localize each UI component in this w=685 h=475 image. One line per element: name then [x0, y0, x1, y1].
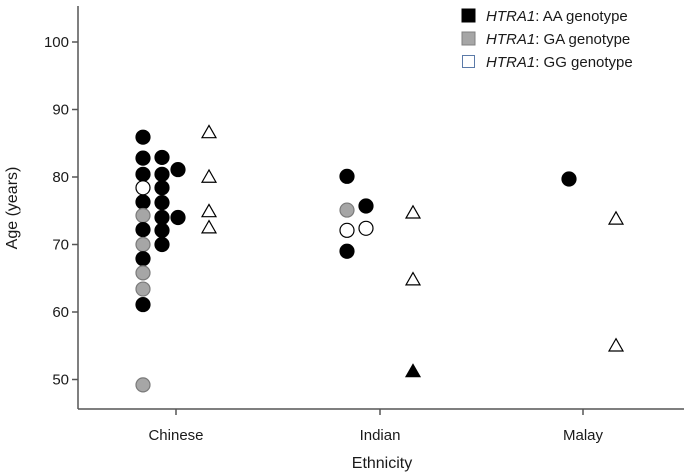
point-malay-aa-circle	[561, 171, 577, 187]
point-indian-aa-circle	[339, 168, 355, 184]
y-tick-label: 90	[52, 102, 69, 119]
y-tick-label: 70	[52, 237, 69, 254]
legend-swatch-gg	[462, 55, 475, 68]
point-chinese-aa-circle	[135, 194, 151, 210]
point-chinese-gg-triangle	[200, 219, 218, 234]
legend-item-gg: HTRA1: GG genotype	[462, 54, 633, 71]
y-tick-label: 80	[52, 169, 69, 186]
legend-label-aa: : AA genotype	[535, 8, 628, 25]
legend-label-ga: : GA genotype	[535, 31, 630, 48]
point-chinese-aa-circle	[154, 149, 170, 166]
point-indian-aa-circle	[339, 243, 355, 259]
point-chinese-aa-circle	[135, 150, 151, 166]
legend-swatch-aa	[461, 8, 476, 23]
y-axis-title: Age (years)	[4, 167, 21, 250]
legend-swatch-ga	[461, 31, 476, 46]
x-axis-title: Ethnicity	[352, 455, 412, 472]
svg-text:HTRA1: GG genotype: HTRA1: GG genotype	[486, 54, 633, 71]
legend: HTRA1: AA genotype HTRA1: GA genotype HT…	[461, 8, 633, 71]
x-tick-label-indian: Indian	[360, 427, 401, 444]
y-tick-label: 60	[52, 304, 69, 321]
svg-text:HTRA1: GA genotype: HTRA1: GA genotype	[486, 31, 630, 48]
point-indian-gg-triangle	[404, 271, 422, 286]
point-chinese-aa-circle	[135, 296, 151, 313]
point-indian-gg-circle	[339, 222, 355, 238]
legend-item-ga: HTRA1: GA genotype	[461, 31, 630, 48]
point-chinese-ga-circle	[135, 265, 151, 281]
point-indian-gg-circle	[358, 220, 374, 236]
point-indian-gg-triangle	[404, 204, 422, 219]
x-tick-label-malay: Malay	[563, 427, 604, 444]
y-ticks: 50 60 70 80 90 100	[44, 34, 78, 389]
legend-gene-gg: HTRA1	[486, 54, 535, 71]
data-points	[135, 124, 625, 393]
y-tick-label: 100	[44, 34, 69, 51]
point-indian-ga-circle	[339, 202, 355, 218]
point-chinese-gg-triangle	[200, 168, 218, 183]
point-chinese-gg-circle	[135, 180, 151, 196]
point-chinese-aa-circle	[135, 129, 151, 145]
point-chinese-aa-circle	[135, 166, 151, 182]
point-chinese-aa-circle	[154, 166, 170, 182]
legend-item-aa: HTRA1: AA genotype	[461, 8, 628, 25]
point-chinese-aa-circle	[154, 180, 170, 196]
point-chinese-aa-circle	[170, 209, 186, 226]
point-chinese-aa-circle	[135, 222, 151, 238]
x-tick-label-chinese: Chinese	[148, 427, 203, 444]
point-chinese-aa-circle	[170, 161, 186, 178]
point-chinese-ga-circle	[135, 236, 151, 253]
x-ticks: Chinese Indian Malay	[148, 409, 604, 444]
point-chinese-aa-circle	[154, 195, 170, 211]
point-chinese-gg-triangle	[200, 203, 218, 218]
y-tick-label: 50	[52, 372, 69, 389]
svg-text:HTRA1: AA genotype: HTRA1: AA genotype	[486, 8, 628, 25]
point-chinese-aa-circle	[154, 222, 170, 238]
point-chinese-ga-circle	[135, 207, 151, 224]
legend-gene-aa: HTRA1	[486, 8, 535, 25]
point-malay-gg-triangle	[607, 210, 625, 225]
legend-gene-ga: HTRA1	[486, 31, 535, 48]
point-chinese-aa-circle	[154, 209, 170, 226]
point-chinese-gg-triangle	[200, 124, 218, 139]
point-malay-gg-triangle	[607, 337, 625, 352]
point-chinese-aa-circle	[135, 251, 151, 267]
legend-label-gg: : GG genotype	[535, 54, 633, 71]
point-chinese-aa-circle	[154, 236, 170, 253]
point-indian-aa-triangle	[404, 363, 422, 378]
point-chinese-ga-circle	[135, 281, 151, 297]
point-chinese-ga-circle	[135, 377, 151, 393]
point-indian-aa-circle	[358, 198, 374, 214]
